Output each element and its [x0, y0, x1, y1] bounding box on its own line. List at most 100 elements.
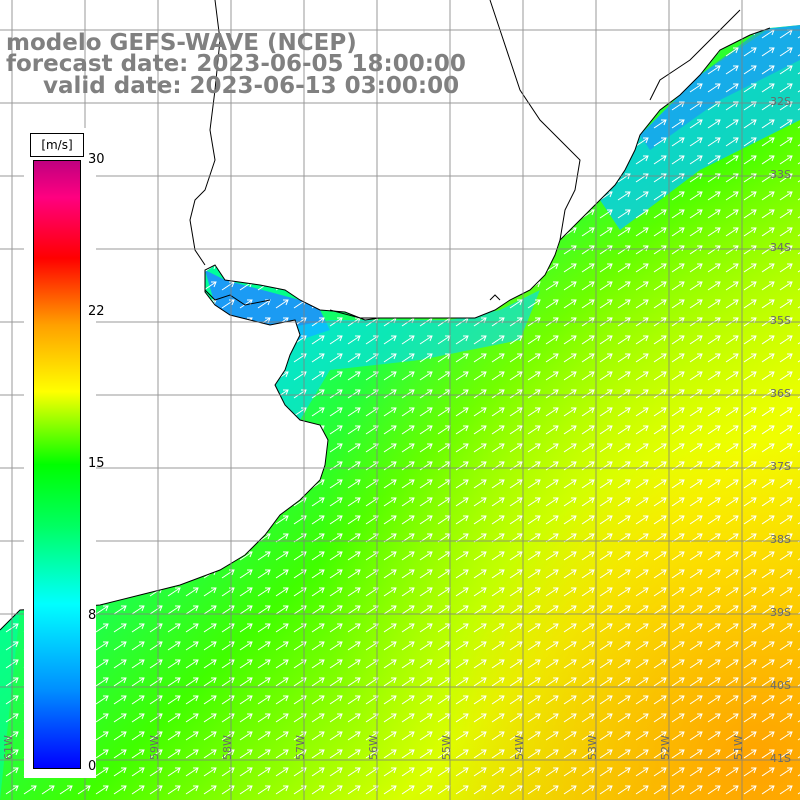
wind-arrow — [401, 785, 415, 795]
wind-arrow — [599, 155, 613, 165]
wind-arrow — [653, 137, 667, 147]
wind-arrow — [707, 623, 721, 633]
wind-arrow — [725, 173, 739, 183]
wind-arrow — [113, 155, 127, 165]
wind-arrow — [221, 155, 235, 165]
wind-arrow — [131, 227, 145, 237]
wind-arrow — [527, 605, 541, 615]
wind-arrow — [239, 353, 253, 363]
wind-arrow — [563, 209, 577, 219]
wind-arrow — [761, 83, 775, 93]
wind-arrow — [455, 569, 469, 579]
wind-arrow — [761, 497, 775, 507]
wind-arrow — [725, 479, 739, 489]
wind-arrow — [689, 587, 703, 597]
wind-arrow — [257, 425, 271, 435]
wind-arrow — [347, 209, 361, 219]
wind-arrow — [545, 587, 559, 597]
wind-arrow — [689, 173, 703, 183]
wind-arrow — [779, 299, 793, 309]
wind-arrow — [653, 479, 667, 489]
wind-arrow — [185, 641, 199, 651]
wind-arrow — [401, 263, 415, 273]
wind-arrow — [455, 389, 469, 399]
wind-arrow — [725, 137, 739, 147]
lon-label: 54W — [513, 735, 526, 760]
wind-arrow — [635, 65, 649, 75]
wind-arrow — [401, 659, 415, 669]
wind-arrow — [725, 551, 739, 561]
wind-arrow — [167, 209, 181, 219]
wind-arrow — [599, 407, 613, 417]
wind-arrow — [761, 353, 775, 363]
wind-arrow — [761, 731, 775, 741]
wind-arrow — [239, 641, 253, 651]
wind-arrow — [779, 407, 793, 417]
wind-arrow — [383, 389, 397, 399]
wind-arrow — [383, 479, 397, 489]
wind-arrow — [401, 209, 415, 219]
wind-arrow — [131, 695, 145, 705]
wind-arrow — [725, 65, 739, 75]
lon-label: 52W — [659, 735, 672, 760]
wind-arrow — [473, 425, 487, 435]
wind-arrow — [779, 569, 793, 579]
wind-arrow — [455, 461, 469, 471]
wind-arrow — [257, 479, 271, 489]
wind-arrow — [582, 12, 594, 20]
wind-arrow — [275, 119, 289, 129]
wind-arrow — [635, 749, 649, 759]
wind-arrow — [563, 29, 577, 39]
wind-arrow — [653, 425, 667, 435]
wind-arrow — [707, 407, 721, 417]
wind-arrow — [455, 425, 469, 435]
wind-arrow — [743, 695, 757, 705]
wind-arrow — [761, 623, 775, 633]
wind-arrow — [239, 425, 253, 435]
wind-arrow — [149, 353, 163, 363]
wind-arrow — [761, 569, 775, 579]
wind-arrow — [239, 371, 253, 381]
wind-arrow — [653, 227, 667, 237]
wind-arrow — [455, 263, 469, 273]
wind-arrow — [42, 12, 54, 20]
wind-arrow — [455, 191, 469, 201]
wind-arrow — [473, 515, 487, 525]
wind-arrow — [401, 191, 415, 201]
wind-arrow — [203, 461, 217, 471]
wind-arrow — [257, 443, 271, 453]
wind-arrow — [527, 335, 541, 345]
wind-arrow — [725, 119, 739, 129]
wind-arrow — [257, 713, 271, 723]
wind-arrow — [347, 605, 361, 615]
wind-arrow — [617, 515, 631, 525]
wind-arrow — [671, 209, 685, 219]
wind-arrow — [617, 47, 631, 57]
wind-arrow — [77, 119, 91, 129]
wind-arrow — [329, 785, 343, 795]
wind-arrow — [311, 173, 325, 183]
wind-arrow — [347, 173, 361, 183]
wind-arrow — [654, 12, 666, 20]
wind-arrow — [689, 497, 703, 507]
wind-arrow — [95, 677, 109, 687]
wind-arrow — [509, 515, 523, 525]
wind-arrow — [509, 587, 523, 597]
wind-arrow — [185, 407, 199, 417]
wind-arrow — [563, 371, 577, 381]
wind-arrow — [617, 713, 631, 723]
wind-arrow — [653, 335, 667, 345]
wind-arrow — [185, 263, 199, 273]
wind-arrow — [329, 407, 343, 417]
wind-arrow — [311, 677, 325, 687]
wind-arrow — [779, 281, 793, 291]
wind-arrow — [311, 443, 325, 453]
wind-arrow — [491, 677, 505, 687]
wind-arrow — [689, 83, 703, 93]
wind-arrow — [671, 605, 685, 615]
wind-arrow — [725, 785, 739, 795]
wind-arrow — [761, 749, 775, 759]
wind-arrow — [455, 641, 469, 651]
wind-arrow — [509, 497, 523, 507]
wind-arrow — [690, 12, 702, 20]
